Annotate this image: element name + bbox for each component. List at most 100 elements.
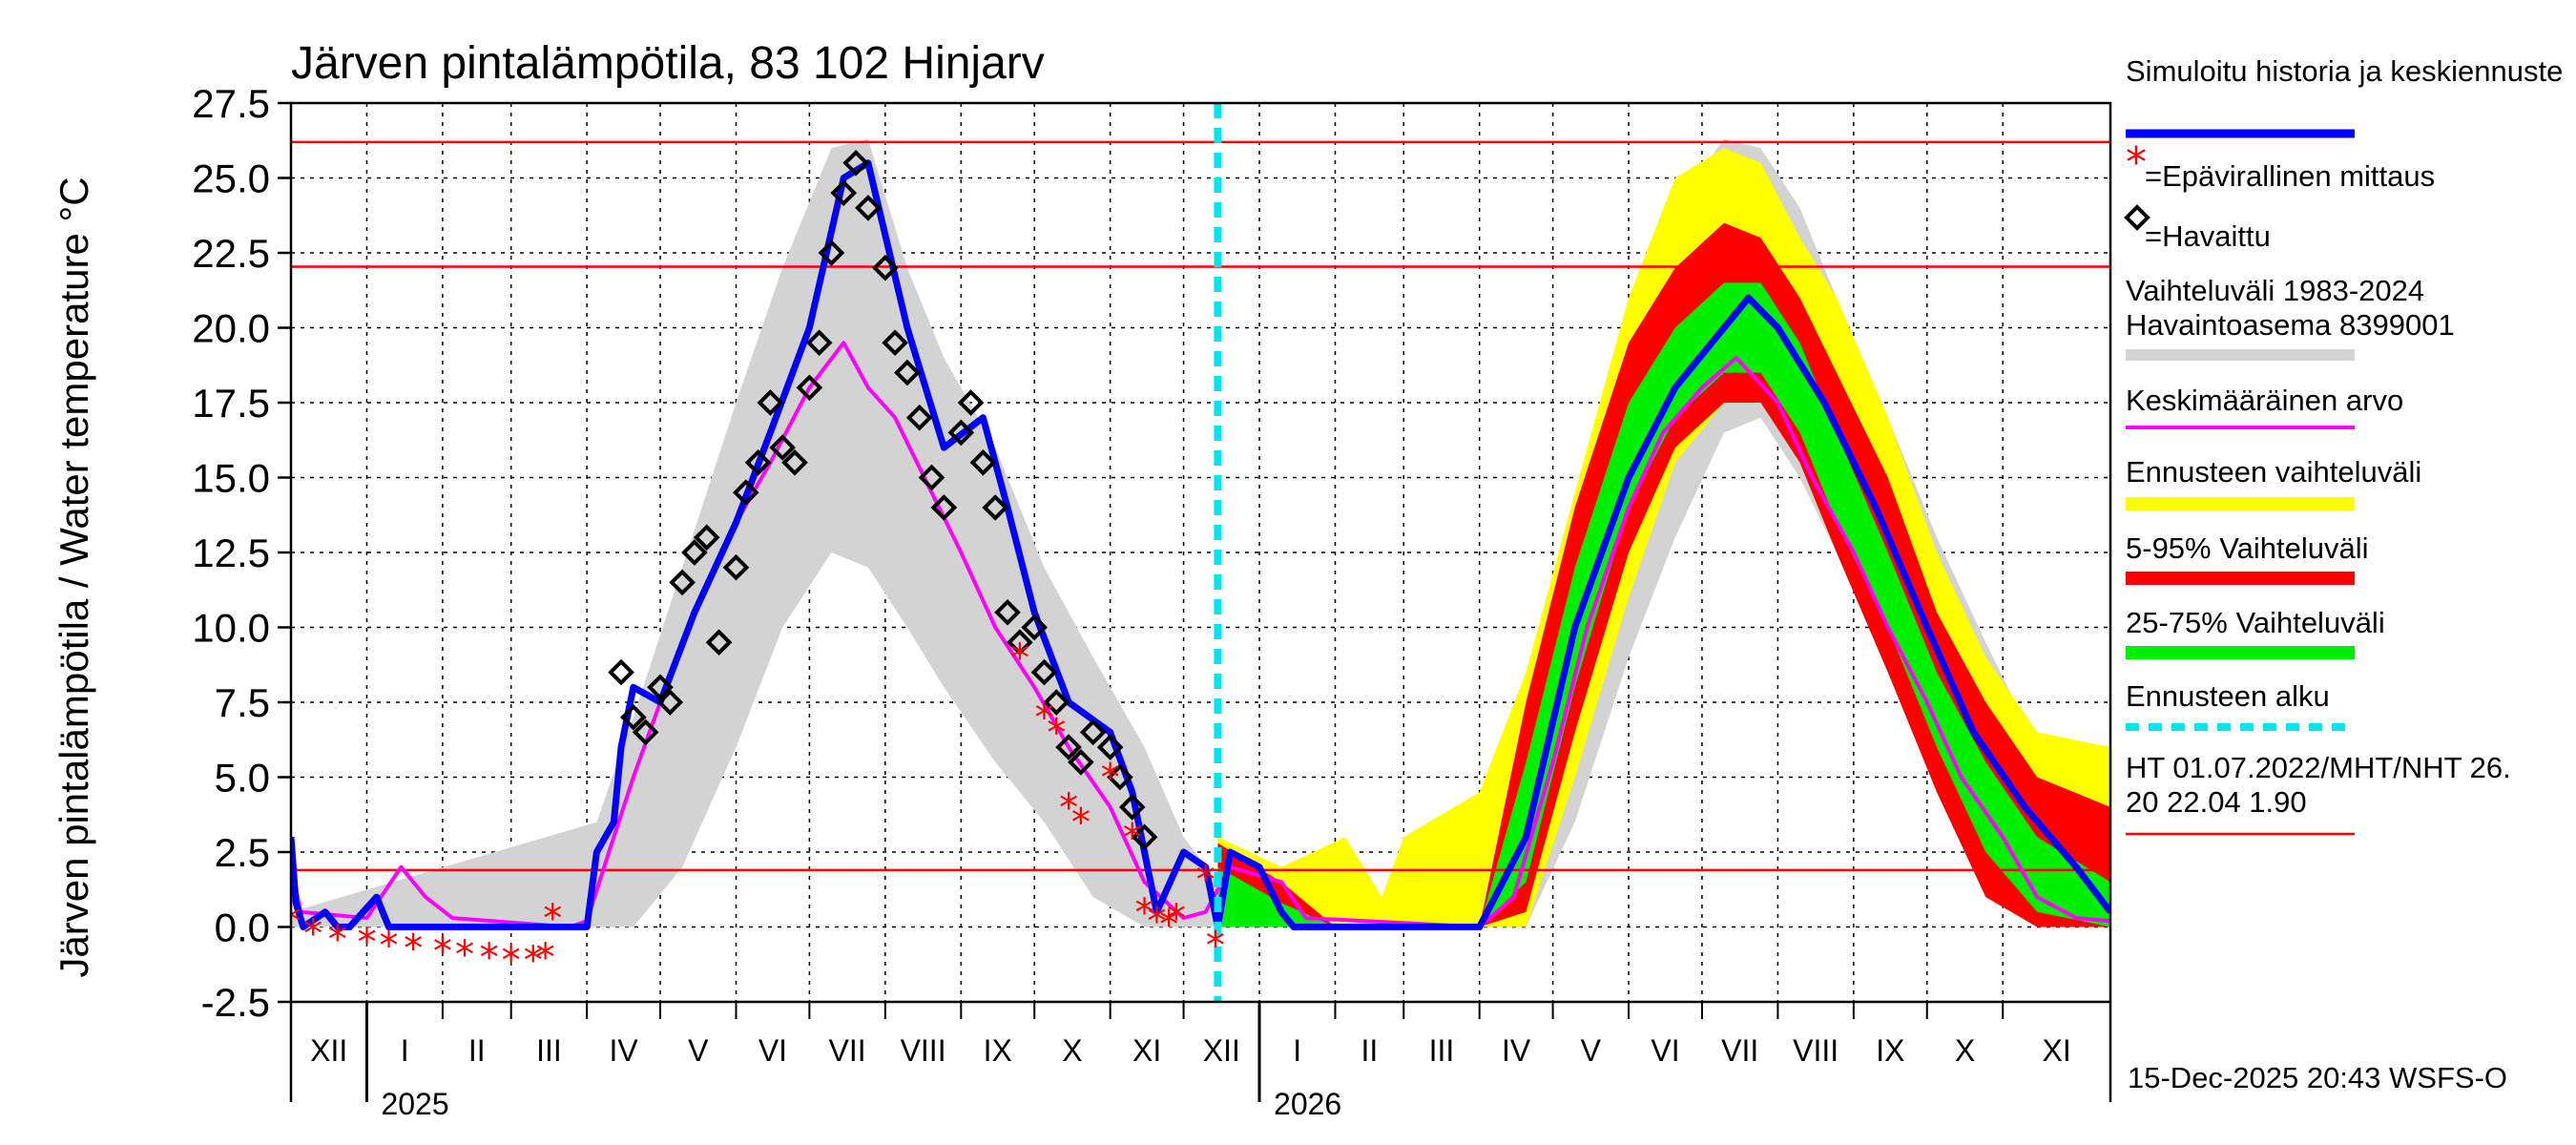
y-tick-label: 17.5: [192, 381, 270, 426]
unofficial-point: *: [1135, 891, 1154, 935]
observed-point: [1096, 734, 1124, 760]
y-tick-label: 10.0: [192, 606, 270, 651]
month-label: V: [688, 1033, 709, 1068]
axes: 27.5 25.0 22.5 20.0 17.5 15.0 12.5 10.0 7.5 5.0 2.…: [192, 81, 2112, 1121]
observed-point: [830, 179, 858, 207]
observed-point: [918, 464, 945, 491]
y-tick-label: 7.5: [215, 680, 270, 725]
observed-point: [656, 689, 684, 716]
observed-point: [1021, 614, 1049, 641]
observed-point: [1006, 629, 1033, 656]
legend-label-unofficial: =Epävirallinen mittaus: [2145, 159, 2435, 193]
observed-point: [894, 359, 921, 386]
observed-point: [732, 479, 759, 507]
y-tick-label: 20.0: [192, 306, 270, 351]
month-label: IV: [609, 1033, 638, 1068]
month-label: III: [1429, 1033, 1455, 1068]
observed-point: [693, 524, 720, 552]
observed-point: [722, 553, 750, 581]
unofficial-point: *: [502, 939, 521, 983]
observed-point: [872, 254, 899, 281]
unofficial-point: *: [1147, 900, 1166, 944]
legend-label-observed: =Havaittu: [2145, 219, 2271, 253]
legend-label-historic-range: Havaintoasema 8399001: [2126, 308, 2455, 342]
observed-point: [905, 404, 933, 431]
observed-point: [930, 494, 958, 521]
legend: Simuloitu historia ja keskiennuste *=Epäv…: [2124, 54, 2563, 836]
unofficial-point: *: [480, 936, 499, 980]
month-label: X: [1062, 1033, 1082, 1068]
observed-point: [1118, 794, 1146, 821]
observed-point: [957, 389, 985, 416]
unofficial-point: *: [303, 912, 322, 956]
unofficial-point: *: [433, 930, 452, 974]
unofficial-point: *: [1047, 711, 1066, 755]
y-tick-label: 15.0: [192, 456, 270, 501]
y-tick-label: -2.5: [201, 980, 270, 1025]
unofficial-point: *: [328, 918, 347, 962]
month-label: V: [1581, 1033, 1602, 1068]
observed-point: [608, 658, 634, 686]
unofficial-point: *: [1034, 697, 1053, 740]
legend-label-historic-range: Vaihteluväli 1983-2024: [2126, 274, 2424, 307]
unofficial-point: *: [281, 900, 301, 944]
legend-label-simulated: Simuloitu historia ja keskiennuste: [2126, 54, 2563, 88]
observed-point: [882, 329, 908, 357]
observed-point: [669, 569, 696, 596]
observed-point: [620, 703, 647, 731]
observed-point: [805, 329, 833, 357]
observed-point: [1043, 689, 1070, 716]
month-label: I: [1293, 1033, 1301, 1068]
month-label: VIII: [1793, 1033, 1839, 1068]
unofficial-point: *: [536, 936, 555, 980]
y-tick-label: 2.5: [215, 830, 270, 875]
y-tick-label: 25.0: [192, 156, 270, 201]
simulated-series-line: [291, 159, 2110, 930]
chart-title: Järven pintalämpötila, 83 102 Hinjarv: [291, 38, 1045, 89]
year-label: 2025: [381, 1087, 448, 1121]
month-label: III: [536, 1033, 562, 1068]
plot-area: * * * * * * * * * * ****************: [281, 103, 2110, 1002]
month-label: XI: [2042, 1033, 2070, 1068]
observed-point: [1131, 823, 1158, 851]
observed-point: [744, 448, 772, 476]
unofficial-point: *: [455, 933, 474, 977]
observed-point: [842, 149, 869, 177]
unofficial-point: *: [1010, 636, 1029, 680]
unofficial-point: *: [1167, 897, 1186, 941]
observed-point: [796, 374, 823, 402]
observed-point: [982, 494, 1009, 521]
observed-point: [1055, 734, 1082, 760]
observed-point: [769, 434, 797, 461]
y-tick-label: 5.0: [215, 756, 270, 801]
observed-point: [1079, 718, 1107, 746]
month-label: VI: [758, 1033, 787, 1068]
month-label: VIII: [901, 1033, 946, 1068]
legend-label-ht: HT 01.07.2022/MHT/NHT 26.: [2126, 751, 2511, 784]
month-label: XI: [1132, 1033, 1161, 1068]
unofficial-point: *: [1206, 924, 1225, 968]
month-label: X: [1955, 1033, 1975, 1068]
observed-point: [705, 629, 733, 656]
month-label: IX: [1876, 1033, 1904, 1068]
observed-point: [757, 389, 784, 416]
observed-point: [681, 539, 708, 566]
observed-point: [647, 674, 674, 701]
legend-label-25-75: 25-75% Vaihteluväli: [2126, 606, 2385, 639]
observed-point: [632, 718, 659, 746]
unofficial-point: *: [1101, 757, 1120, 801]
y-tick-label: 0.0: [215, 906, 270, 950]
unofficial-point: *: [1059, 786, 1078, 830]
band-25-75%: [1217, 282, 2110, 927]
unofficial-point: *: [1071, 802, 1091, 845]
observed-point: [855, 195, 882, 221]
legend-label-forecast-start: Ennusteen alku: [2126, 679, 2330, 713]
observed-point: [947, 419, 975, 447]
year-label: 2026: [1274, 1087, 1341, 1121]
mean-series-line: [291, 341, 2110, 929]
legend-label-forecast-range: Ennusteen vaihteluväli: [2126, 455, 2421, 489]
unofficial-point: *: [380, 924, 399, 968]
y-tick-label: 12.5: [192, 531, 270, 575]
legend-label-5-95: 5-95% Vaihteluväli: [2126, 531, 2368, 565]
